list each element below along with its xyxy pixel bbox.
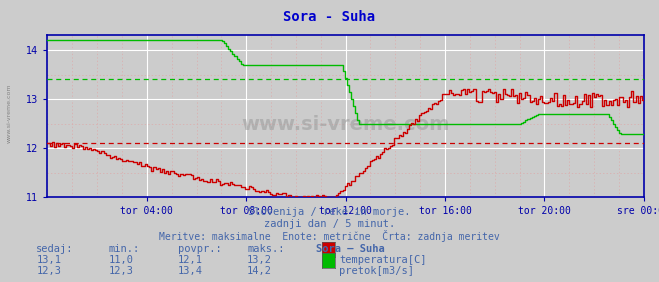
Text: Sora - Suha: Sora - Suha — [283, 10, 376, 24]
Text: 12,1: 12,1 — [178, 255, 203, 265]
Text: sedaj:: sedaj: — [36, 244, 74, 254]
Text: 14,2: 14,2 — [247, 266, 272, 276]
Text: povpr.:: povpr.: — [178, 244, 221, 254]
Text: Sora – Suha: Sora – Suha — [316, 244, 385, 254]
Text: 12,3: 12,3 — [109, 266, 134, 276]
Text: 13,1: 13,1 — [36, 255, 61, 265]
Text: temperatura[C]: temperatura[C] — [339, 255, 427, 265]
Text: Slovenija / reke in morje.: Slovenija / reke in morje. — [248, 207, 411, 217]
Text: 13,2: 13,2 — [247, 255, 272, 265]
Text: pretok[m3/s]: pretok[m3/s] — [339, 266, 415, 276]
Text: Meritve: maksimalne  Enote: metrične  Črta: zadnja meritev: Meritve: maksimalne Enote: metrične Črta… — [159, 230, 500, 242]
Text: min.:: min.: — [109, 244, 140, 254]
Text: www.si-vreme.com: www.si-vreme.com — [7, 83, 12, 142]
Text: maks.:: maks.: — [247, 244, 285, 254]
Text: www.si-vreme.com: www.si-vreme.com — [241, 115, 450, 134]
Text: 11,0: 11,0 — [109, 255, 134, 265]
Text: 13,4: 13,4 — [178, 266, 203, 276]
Text: 12,3: 12,3 — [36, 266, 61, 276]
Text: zadnji dan / 5 minut.: zadnji dan / 5 minut. — [264, 219, 395, 228]
